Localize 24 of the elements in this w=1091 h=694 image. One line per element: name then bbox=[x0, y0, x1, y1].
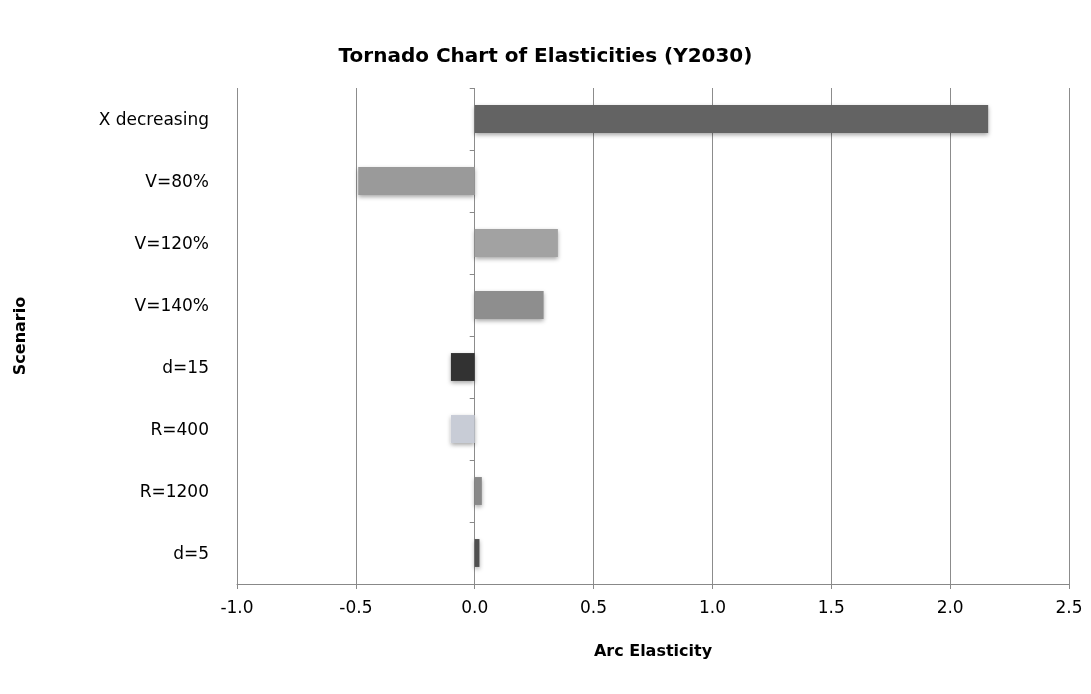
y-tick-label: V=80% bbox=[145, 171, 209, 191]
x-tick-label: -0.5 bbox=[339, 596, 373, 617]
y-tick-label: R=400 bbox=[150, 419, 209, 439]
bar bbox=[450, 415, 475, 443]
y-axis-title: Scenario bbox=[9, 296, 29, 376]
y-tick-label: V=140% bbox=[134, 295, 209, 315]
y-tick-label: d=15 bbox=[162, 357, 209, 377]
y-tick-label: X decreasing bbox=[98, 109, 209, 129]
x-tick-label: -1.0 bbox=[220, 596, 254, 617]
bar bbox=[450, 353, 475, 381]
x-tick-label: 0.5 bbox=[580, 596, 608, 617]
y-tick-label: R=1200 bbox=[139, 481, 209, 501]
chart-title: Tornado Chart of Elasticities (Y2030) bbox=[338, 43, 753, 67]
x-tick-label: 1.5 bbox=[817, 596, 845, 617]
x-tick-label: 2.5 bbox=[1055, 596, 1083, 617]
bar bbox=[474, 105, 989, 133]
x-tick-label: 2.0 bbox=[936, 596, 964, 617]
x-tick-label: 0.0 bbox=[461, 596, 489, 617]
y-tick-label: V=120% bbox=[134, 233, 209, 253]
x-axis-title: Arc Elasticity bbox=[593, 640, 713, 660]
bar bbox=[474, 229, 558, 257]
y-tick-label: d=5 bbox=[173, 543, 209, 563]
bar bbox=[358, 167, 475, 195]
x-tick-label: 1.0 bbox=[698, 596, 726, 617]
